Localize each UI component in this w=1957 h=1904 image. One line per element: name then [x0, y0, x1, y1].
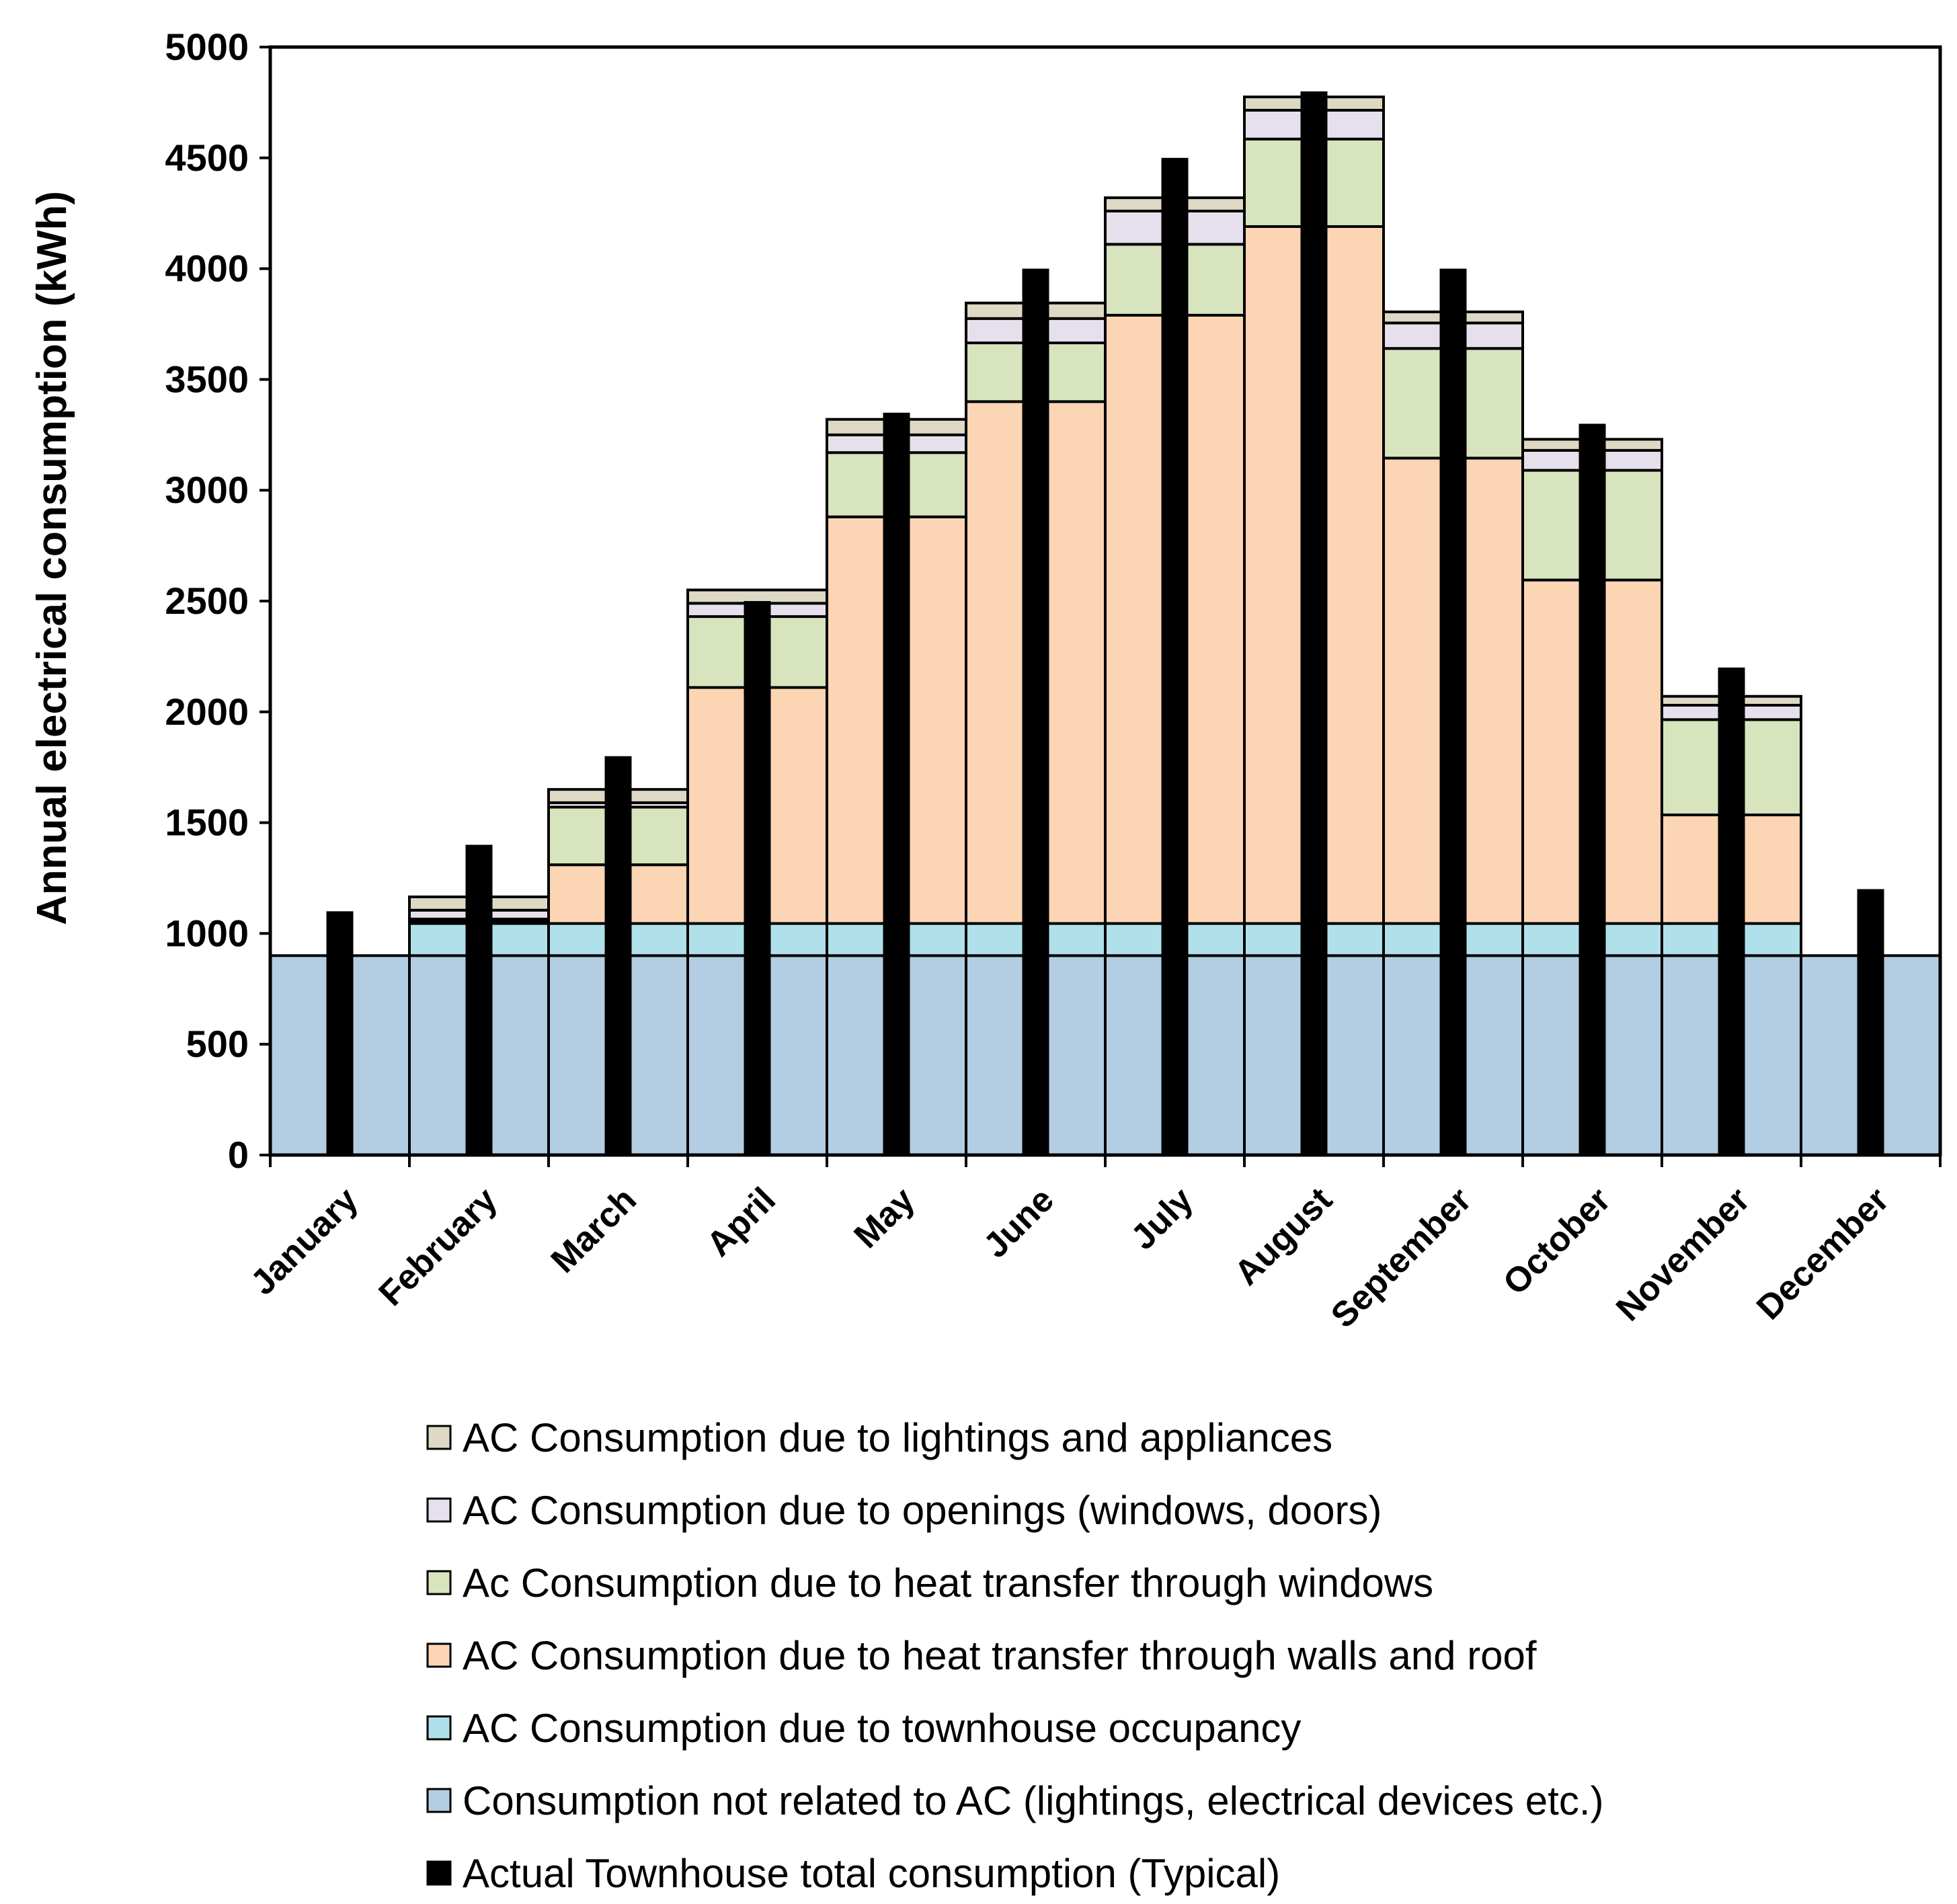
legend-label-5: Consumption not related to AC (lightings…: [463, 1778, 1604, 1823]
y-tick-label: 0: [228, 1134, 249, 1176]
x-tick-label-february: February: [372, 1180, 505, 1313]
y-axis-title: Annual electrical consumption (kWh): [29, 191, 75, 925]
x-tick-label-august: August: [1227, 1180, 1340, 1293]
legend-swatch-0: [426, 1425, 452, 1450]
x-tick-label-january: January: [243, 1180, 366, 1302]
legend-swatch-1: [426, 1497, 452, 1523]
legend-label-2: Ac Consumption due to heat transfer thro…: [463, 1560, 1433, 1605]
y-tick-label: 1000: [165, 912, 249, 954]
legend: AC Consumption due to lightings and appl…: [426, 1415, 1604, 1896]
y-tick-label: 500: [186, 1023, 249, 1065]
legend-label-4: AC Consumption due to townhouse occupanc…: [463, 1706, 1301, 1751]
x-tick-label-june: June: [976, 1180, 1062, 1265]
total-bar-march: [604, 756, 632, 1155]
total-bar-june: [1022, 268, 1049, 1156]
total-bar-july: [1161, 157, 1189, 1155]
total-bar-september: [1439, 268, 1467, 1156]
y-tick-label: 3000: [165, 469, 249, 511]
y-tick-label: 1500: [165, 801, 249, 844]
x-tick-label-september: September: [1324, 1180, 1479, 1335]
legend-swatch-5: [426, 1788, 452, 1813]
legend-label-6: Actual Townhouse total consumption (Typi…: [463, 1851, 1280, 1896]
y-tick-label: 2000: [165, 690, 249, 733]
legend-label-0: AC Consumption due to lightings and appl…: [463, 1415, 1332, 1460]
x-tick-label-december: December: [1749, 1180, 1896, 1327]
legend-swatch-2: [426, 1570, 452, 1595]
total-bar-october: [1579, 424, 1606, 1155]
total-consumption-bars: [326, 91, 1884, 1156]
total-bar-may: [883, 412, 910, 1155]
total-bar-december: [1857, 889, 1884, 1155]
legend-label-3: AC Consumption due to heat transfer thro…: [463, 1633, 1537, 1678]
legend-label-1: AC Consumption due to openings (windows,…: [463, 1488, 1382, 1533]
x-tick-label-april: April: [699, 1180, 783, 1264]
legend-swatch-3: [426, 1642, 452, 1668]
legend-swatch-6: [426, 1860, 452, 1886]
y-tick-label: 3500: [165, 358, 249, 400]
total-bar-february: [465, 844, 493, 1155]
total-bar-april: [744, 601, 771, 1155]
y-axis: 0 500 1000 1500 2000 2500 3000 3500 4000 4500 5000: [165, 26, 270, 1176]
x-tick-label-may: May: [846, 1180, 922, 1256]
x-tick-label-march: March: [544, 1180, 644, 1280]
y-tick-label: 5000: [165, 26, 249, 68]
x-tick-label-july: July: [1123, 1180, 1201, 1257]
y-tick-label: 4000: [165, 247, 249, 290]
y-tick-label: 2500: [165, 580, 249, 622]
legend-swatch-4: [426, 1715, 452, 1741]
y-tick-label: 4500: [165, 136, 249, 179]
total-bar-august: [1300, 91, 1328, 1155]
total-bar-january: [326, 911, 354, 1155]
x-tick-label-november: November: [1609, 1180, 1757, 1328]
x-axis: January February March April May June July Augu…: [243, 1155, 1942, 1336]
stacked-bars: [269, 95, 1942, 1156]
total-bar-november: [1718, 667, 1745, 1155]
x-tick-label-october: October: [1496, 1180, 1618, 1302]
